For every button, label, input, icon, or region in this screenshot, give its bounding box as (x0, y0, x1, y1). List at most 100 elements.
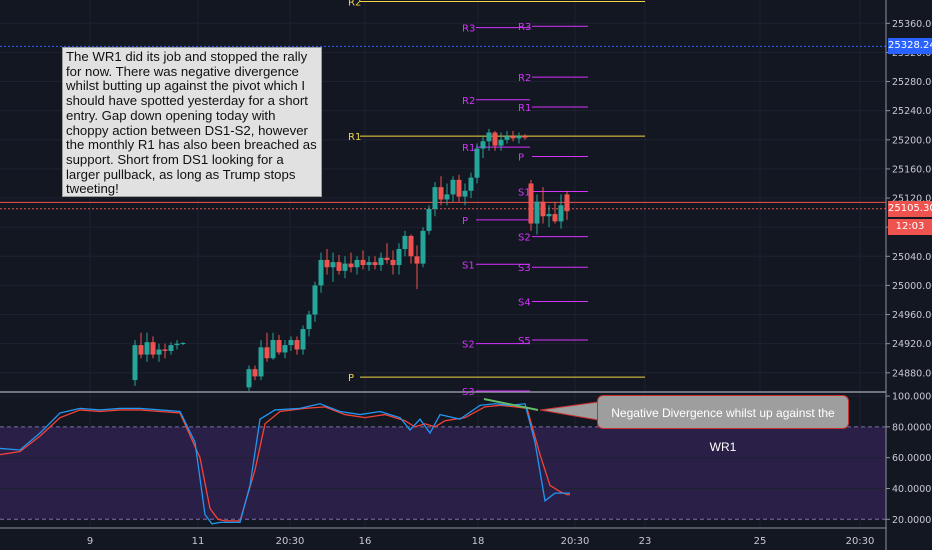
divergence-callout[interactable]: Negative Divergence whilst up against th… (597, 395, 849, 454)
candle-body (270, 340, 276, 359)
time-tick-label: 9 (87, 536, 93, 547)
price-tick-label: 24880.00 (892, 368, 932, 379)
candle-body (324, 259, 330, 268)
pivot-label: R2 (462, 96, 475, 107)
candle-body (372, 262, 378, 266)
candle-body (246, 369, 252, 388)
price-tick-label: 25200.00 (892, 135, 932, 146)
candle-body (474, 148, 480, 178)
candle-body (546, 214, 552, 217)
osc-d-line (0, 404, 570, 522)
pivot-label: R1 (518, 103, 531, 114)
candle-body (264, 347, 270, 359)
candle-body (282, 345, 288, 353)
candle-body (558, 205, 564, 222)
candle-body (132, 345, 138, 381)
countdown-label: 12:03 (888, 219, 932, 236)
candle-body (396, 249, 402, 266)
osc-tick-label: 40.0000 (892, 484, 931, 495)
candle-body (144, 342, 150, 355)
price-axis-bg (886, 0, 932, 550)
divergence-line (483, 398, 539, 411)
candle-body (318, 259, 324, 286)
pivot-label: R1 (348, 132, 361, 143)
candle-body (426, 208, 432, 231)
candle-body (492, 132, 498, 146)
candle-body (366, 262, 372, 266)
candle-body (504, 136, 510, 140)
candle-body (180, 342, 186, 344)
pivot-label: R2 (348, 0, 361, 8)
candle-body (378, 257, 384, 266)
candle-body (312, 285, 318, 315)
time-tick-label: 11 (192, 536, 205, 547)
last-price-blue-label: 25328.24 (888, 38, 932, 55)
candle-body (402, 235, 408, 250)
candle-body (552, 214, 558, 222)
candle-body (564, 194, 570, 212)
candle-body (258, 347, 264, 377)
osc-tick-label: 80.0000 (892, 422, 931, 433)
candle-body (288, 340, 294, 346)
price-tick-label: 25040.00 (892, 252, 932, 263)
price-tick-label: 25000.00 (892, 281, 932, 292)
price-tick-label: 25360.00 (892, 19, 932, 30)
price-tick-label: 24960.00 (892, 310, 932, 321)
candle-body (528, 183, 534, 224)
candle-body (498, 139, 504, 146)
candle-body (486, 132, 492, 142)
candle-body (354, 259, 360, 268)
pivot-label: S1 (462, 260, 475, 271)
pivot-label: P (462, 216, 468, 227)
candle-body (438, 187, 444, 200)
candle-body (348, 263, 354, 268)
time-tick-label: 18 (472, 536, 485, 547)
candle-body (336, 262, 342, 271)
candle-body (300, 329, 306, 350)
price-tick-label: 24920.00 (892, 339, 932, 350)
pivot-label: R3 (462, 24, 475, 35)
time-tick-label: 20:30 (846, 536, 875, 547)
candle-body (138, 345, 144, 355)
candle-body (516, 136, 522, 139)
price-tick-label: 25120.00 (892, 194, 932, 205)
candle-body (456, 179, 462, 197)
candle-body (162, 349, 168, 351)
candle-body (360, 259, 366, 266)
candle-body (294, 340, 300, 350)
time-tick-label: 23 (639, 536, 652, 547)
osc-tick-label: 60.0000 (892, 453, 931, 464)
pivot-label: S3 (462, 387, 475, 398)
pivot-label: S4 (518, 297, 531, 308)
analysis-note[interactable]: The WR1 did its job and stopped the rall… (62, 47, 322, 197)
candle-body (330, 262, 336, 268)
osc-tick-label: 100.0000 (892, 392, 932, 403)
pivot-label: S3 (518, 263, 531, 274)
candle-body (444, 194, 450, 200)
osc-tick-label: 20.0000 (892, 515, 931, 526)
price-tick-label: 25240.00 (892, 106, 932, 117)
pivot-label: R3 (518, 22, 531, 33)
candle-body (462, 190, 468, 197)
candle-body (408, 235, 414, 257)
pivot-label: P (348, 373, 354, 384)
candle-body (276, 340, 282, 353)
candle-body (420, 230, 426, 264)
candle-body (468, 177, 474, 191)
time-tick-label: 16 (359, 536, 372, 547)
candle-body (342, 263, 348, 271)
pivot-label: S2 (462, 340, 475, 351)
candle-body (306, 314, 312, 330)
candle-body (150, 342, 156, 355)
pivot-label: S5 (518, 336, 531, 347)
candle-body (252, 369, 258, 377)
candle-body (390, 259, 396, 266)
candle-body (534, 201, 540, 224)
price-tick-label: 25160.00 (892, 164, 932, 175)
candle-body (432, 187, 438, 209)
candle-body (174, 343, 180, 346)
time-tick-label: 20:30 (276, 536, 305, 547)
candle-body (480, 141, 486, 149)
